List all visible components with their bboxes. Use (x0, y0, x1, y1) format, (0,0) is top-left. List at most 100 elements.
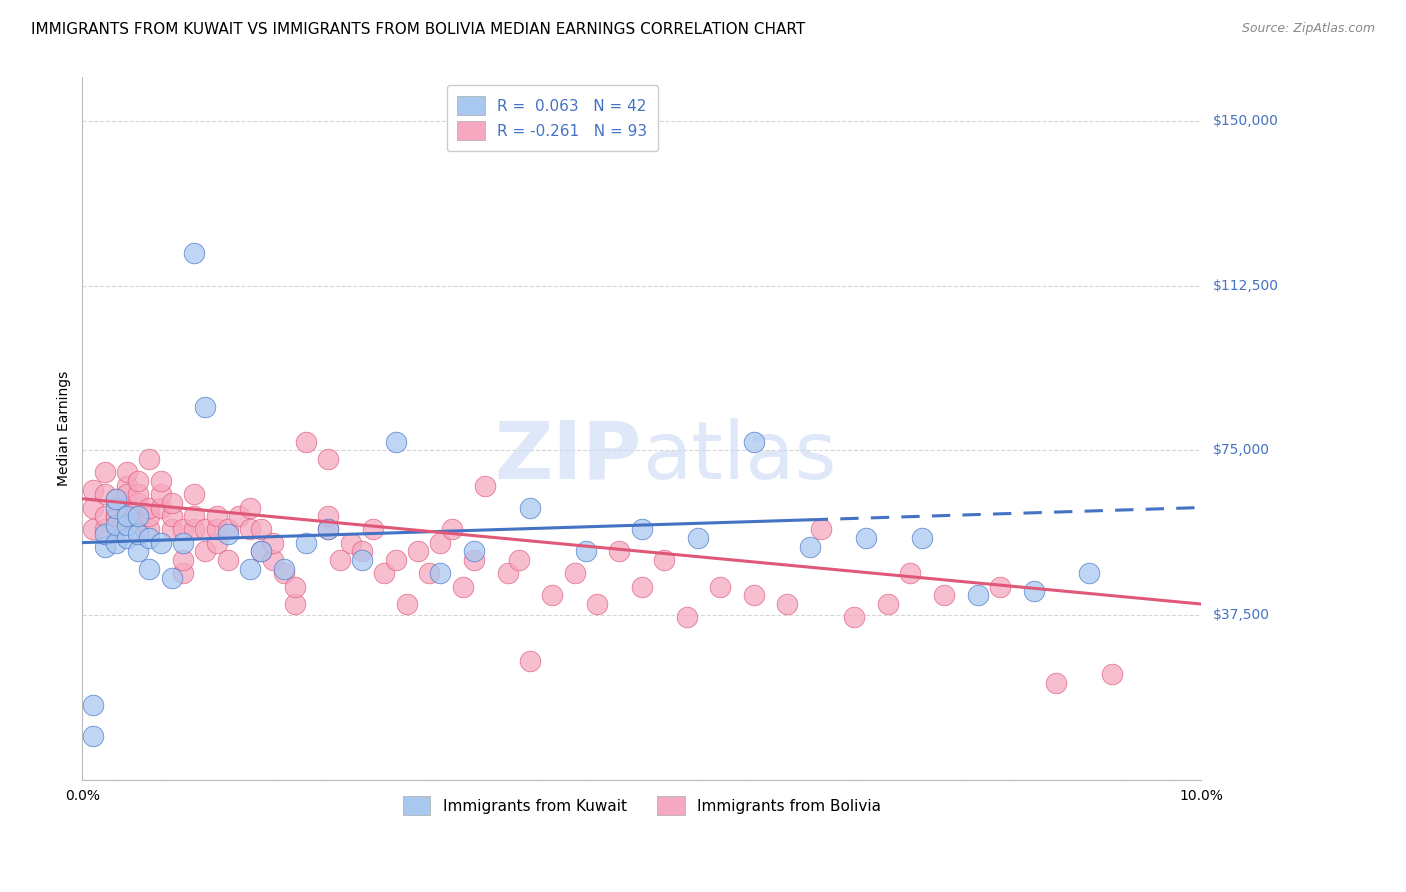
Point (686, 531, 709, 545)
Point (127, 509, 149, 524)
Point (172, 523, 194, 537)
Point (115, 487, 138, 501)
Point (104, 500, 127, 515)
Point (855, 531, 877, 545)
Point (127, 544, 149, 558)
Point (239, 523, 262, 537)
Point (138, 500, 160, 515)
Point (609, 544, 631, 558)
Point (284, 597, 307, 611)
Point (183, 523, 205, 537)
Point (395, 597, 418, 611)
Point (93, 509, 115, 524)
Point (104, 491, 127, 506)
Point (900, 566, 922, 581)
Point (474, 478, 496, 492)
Point (138, 531, 160, 545)
Point (115, 500, 138, 515)
Point (93, 540, 115, 554)
Point (138, 523, 160, 537)
Point (217, 526, 239, 541)
Point (127, 496, 149, 510)
Point (451, 580, 474, 594)
Point (877, 597, 900, 611)
Point (82, 698, 104, 712)
Point (205, 535, 228, 549)
Point (194, 400, 217, 414)
Point (149, 535, 172, 549)
Point (1078, 566, 1101, 581)
Point (910, 531, 932, 545)
Point (104, 491, 127, 506)
Point (284, 580, 307, 594)
Point (844, 610, 866, 624)
Point (810, 523, 832, 537)
Point (541, 588, 564, 602)
Point (295, 434, 318, 449)
Point (138, 452, 160, 467)
Point (776, 597, 799, 611)
Point (239, 562, 262, 576)
Point (82, 483, 104, 497)
Point (160, 523, 183, 537)
Point (440, 523, 463, 537)
Point (988, 580, 1011, 594)
Point (273, 566, 295, 581)
Point (418, 566, 440, 581)
Point (742, 588, 765, 602)
Point (228, 509, 250, 524)
Point (318, 523, 340, 537)
Point (262, 535, 284, 549)
Point (93, 523, 115, 537)
Point (519, 654, 541, 668)
Point (318, 452, 340, 467)
Point (318, 509, 340, 524)
Point (496, 566, 519, 581)
Point (104, 523, 127, 537)
Text: IMMIGRANTS FROM KUWAIT VS IMMIGRANTS FROM BOLIVIA MEDIAN EARNINGS CORRELATION CH: IMMIGRANTS FROM KUWAIT VS IMMIGRANTS FRO… (31, 22, 806, 37)
Point (463, 553, 485, 567)
Point (384, 434, 406, 449)
Point (93, 526, 115, 541)
Point (115, 531, 138, 545)
Point (138, 509, 160, 524)
Text: $150,000: $150,000 (1212, 114, 1278, 128)
Text: Source: ZipAtlas.com: Source: ZipAtlas.com (1241, 22, 1375, 36)
Point (104, 535, 127, 549)
Point (586, 597, 609, 611)
Point (361, 523, 384, 537)
Point (250, 544, 273, 558)
Point (406, 544, 429, 558)
Point (194, 523, 217, 537)
Point (932, 588, 955, 602)
Text: ZIP: ZIP (495, 417, 643, 496)
Point (217, 553, 239, 567)
Point (194, 544, 217, 558)
Y-axis label: Median Earnings: Median Earnings (58, 371, 72, 486)
Point (318, 523, 340, 537)
Point (966, 588, 988, 602)
Point (138, 562, 160, 576)
Point (384, 553, 406, 567)
Point (183, 487, 205, 501)
Point (104, 509, 127, 524)
Point (329, 553, 352, 567)
Point (160, 571, 183, 585)
Point (149, 487, 172, 501)
Point (127, 526, 149, 541)
Point (127, 474, 149, 488)
Point (508, 553, 530, 567)
Point (429, 566, 451, 581)
Point (250, 544, 273, 558)
Point (352, 544, 374, 558)
Point (127, 487, 149, 501)
Point (172, 553, 194, 567)
Text: atlas: atlas (643, 417, 837, 496)
Point (205, 523, 228, 537)
Point (172, 566, 194, 581)
Point (127, 523, 149, 537)
Point (160, 496, 183, 510)
Point (631, 523, 654, 537)
Point (82, 500, 104, 515)
Point (519, 500, 541, 515)
